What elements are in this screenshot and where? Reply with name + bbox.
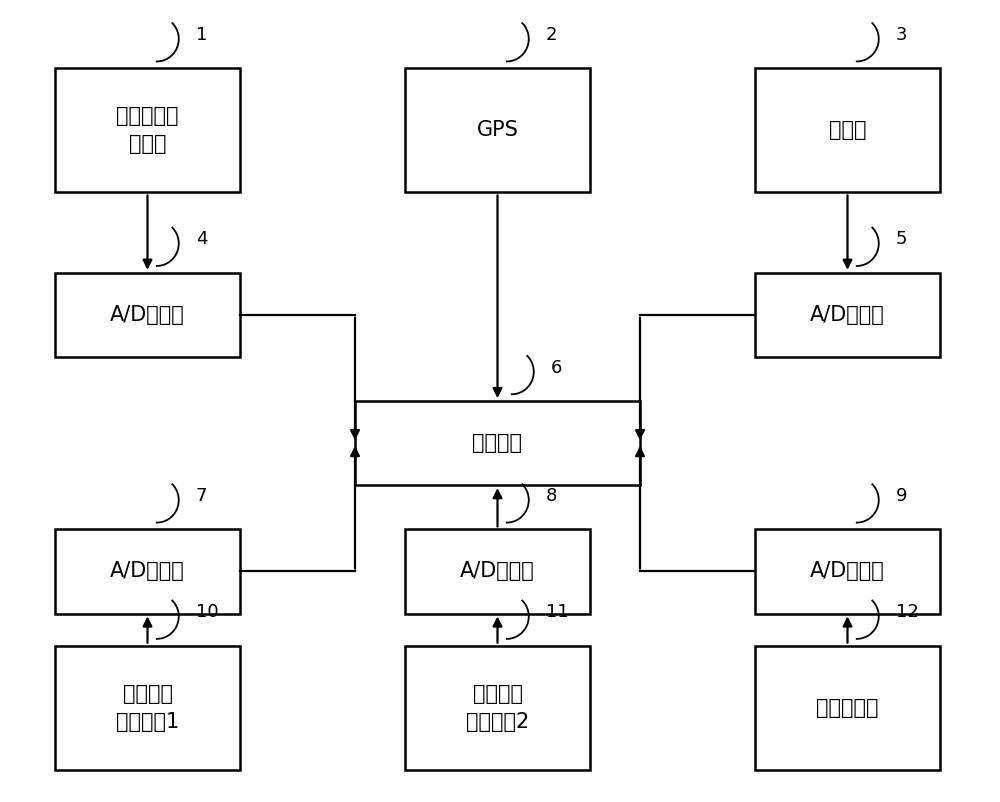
Text: A/D转换器: A/D转换器 bbox=[460, 561, 535, 581]
Text: GPS: GPS bbox=[477, 120, 518, 140]
Bar bbox=[405, 529, 590, 614]
Text: 工控主机: 工控主机 bbox=[472, 433, 522, 453]
Text: A/D转换器: A/D转换器 bbox=[110, 305, 185, 325]
Text: A/D转换器: A/D转换器 bbox=[810, 561, 885, 581]
Bar bbox=[55, 273, 240, 357]
Text: 陀螺仪: 陀螺仪 bbox=[829, 120, 866, 140]
Text: 3: 3 bbox=[896, 26, 907, 44]
Text: 8: 8 bbox=[546, 487, 557, 505]
Text: 1: 1 bbox=[196, 26, 207, 44]
Bar bbox=[405, 68, 590, 192]
Text: 4: 4 bbox=[196, 230, 207, 249]
Text: 车速传感器: 车速传感器 bbox=[816, 698, 879, 718]
Bar bbox=[55, 646, 240, 770]
Bar bbox=[55, 529, 240, 614]
Text: A/D转换器: A/D转换器 bbox=[810, 305, 885, 325]
Text: 纵向加速度
传感器: 纵向加速度 传感器 bbox=[116, 107, 179, 154]
Bar bbox=[755, 68, 940, 192]
Text: A/D转换器: A/D转换器 bbox=[110, 561, 185, 581]
Text: 11: 11 bbox=[546, 603, 569, 622]
Text: 2: 2 bbox=[546, 26, 557, 44]
Text: 10: 10 bbox=[196, 603, 219, 622]
Text: 12: 12 bbox=[896, 603, 919, 622]
Bar bbox=[755, 646, 940, 770]
Text: 5: 5 bbox=[896, 230, 907, 249]
Text: 垂直加速
度传感器1: 垂直加速 度传感器1 bbox=[116, 684, 179, 731]
Text: 垂直加速
度传感器2: 垂直加速 度传感器2 bbox=[466, 684, 529, 731]
Text: 6: 6 bbox=[551, 358, 562, 377]
Bar bbox=[755, 273, 940, 357]
Bar bbox=[355, 401, 640, 485]
Bar bbox=[55, 68, 240, 192]
Bar bbox=[755, 529, 940, 614]
Bar bbox=[405, 646, 590, 770]
Text: 7: 7 bbox=[196, 487, 207, 505]
Text: 9: 9 bbox=[896, 487, 907, 505]
